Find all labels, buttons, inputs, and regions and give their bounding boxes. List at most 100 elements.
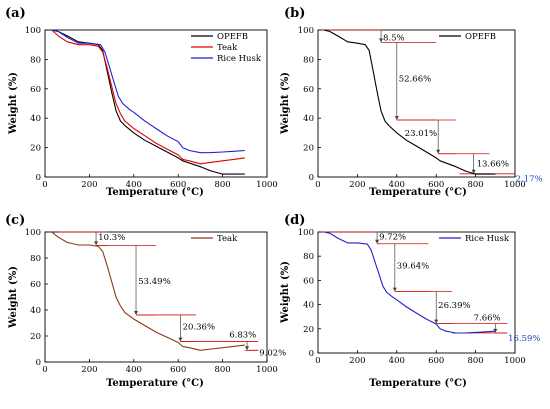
x-tick-label: 400 xyxy=(126,365,142,375)
legend: OPEFB xyxy=(439,32,496,42)
y-tick-label: 100 xyxy=(25,26,41,36)
legend-label: Rice Husk xyxy=(217,54,262,64)
annotation: 23.01% xyxy=(396,119,456,155)
legend-label: Teak xyxy=(217,234,238,244)
y-tick-label: 40 xyxy=(30,114,41,124)
annotation-label: 20.36% xyxy=(183,323,215,333)
annotation-label: 9.72% xyxy=(379,232,406,242)
legend-label: OPEFB xyxy=(217,32,248,42)
annotation: 6.83% xyxy=(180,330,259,351)
annotation-label: 53.49% xyxy=(138,277,170,287)
x-tick-label: 1000 xyxy=(256,365,278,375)
y-tick-label: 60 xyxy=(303,85,314,95)
annotation-label: 13.66% xyxy=(477,160,509,170)
residue-label: 16.59% xyxy=(508,334,540,344)
arrow-head-icon xyxy=(392,287,397,292)
plot-frame xyxy=(317,231,516,354)
x-tick-label: 0 xyxy=(315,356,320,366)
annotation: 20.36% xyxy=(136,314,215,342)
x-tick-label: 800 xyxy=(214,180,230,190)
legend-label: Teak xyxy=(217,43,238,53)
x-tick-label: 0 xyxy=(42,180,47,190)
arrow-head-icon xyxy=(493,328,498,333)
y-tick-label: 80 xyxy=(30,254,41,264)
x-axis-title: Temperature (°C) xyxy=(106,187,204,198)
annotation-label: 23.01% xyxy=(405,129,437,139)
panel-label: (a) xyxy=(5,6,26,21)
annotation: 16.59% xyxy=(451,332,541,344)
annotation-label: 26.39% xyxy=(438,301,470,311)
x-tick-label: 400 xyxy=(126,180,142,190)
arrow-head-icon xyxy=(471,169,476,174)
chart-panel-2: (b) 0 200 400 600 800 1000 0 20 40 60 80 100 Temperat… xyxy=(280,6,543,198)
series-line-teak xyxy=(51,29,245,165)
x-tick-label: 200 xyxy=(81,365,97,375)
x-axis-title: Temperature (°C) xyxy=(106,378,204,389)
annotation: 10.3% xyxy=(58,231,125,246)
x-tick-label: 600 xyxy=(170,180,186,190)
x-tick-label: 600 xyxy=(428,180,444,190)
x-tick-label: 800 xyxy=(467,356,483,366)
annotation-label: 7.66% xyxy=(474,313,501,323)
chart-panel-4: (d) 0 200 400 600 800 1000 0 20 40 60 80 100 Temperat… xyxy=(280,213,541,389)
legend: Rice Husk xyxy=(439,234,510,244)
panel-label: (d) xyxy=(284,213,305,228)
series-line-rice-husk xyxy=(51,29,245,154)
residue-label: 2.17% xyxy=(516,174,543,184)
arrow-head-icon xyxy=(379,38,384,43)
y-tick-label: 100 xyxy=(298,26,314,36)
x-tick-label: 200 xyxy=(349,180,365,190)
y-tick-label: 0 xyxy=(36,358,41,368)
y-tick-label: 20 xyxy=(303,325,314,335)
series-line-teak xyxy=(51,231,245,351)
x-tick-label: 200 xyxy=(349,356,365,366)
annotation: 39.64% xyxy=(377,243,429,293)
annotation: 52.66% xyxy=(381,42,437,121)
plot-frame xyxy=(317,29,516,178)
annotation-label: 10.3% xyxy=(98,233,125,243)
y-tick-label: 20 xyxy=(303,144,314,154)
arrow-head-icon xyxy=(94,241,99,246)
y-tick-label: 80 xyxy=(303,252,314,262)
y-tick-label: 60 xyxy=(303,276,314,286)
y-tick-label: 100 xyxy=(298,228,314,238)
series-line-rice-husk xyxy=(323,231,496,334)
y-axis-title: Weight (%) xyxy=(8,72,19,135)
annotation: 26.39% xyxy=(394,291,471,324)
y-tick-label: 60 xyxy=(30,280,41,290)
arrow-head-icon xyxy=(134,310,139,315)
annotation: 9.02% xyxy=(244,349,286,359)
x-tick-label: 800 xyxy=(214,365,230,375)
x-axis-title: Temperature (°C) xyxy=(369,378,467,389)
series-line-opefb xyxy=(323,29,496,175)
y-tick-label: 20 xyxy=(30,144,41,154)
panel-label: (b) xyxy=(284,6,305,21)
arrow-head-icon xyxy=(375,239,380,244)
y-tick-label: 40 xyxy=(30,306,41,316)
annotation-label: 6.83% xyxy=(229,330,256,340)
legend: Teak xyxy=(191,234,238,244)
y-axis-title: Weight (%) xyxy=(280,72,291,135)
x-tick-label: 1000 xyxy=(256,180,278,190)
x-tick-label: 600 xyxy=(170,365,186,375)
y-tick-label: 20 xyxy=(30,332,41,342)
x-tick-label: 400 xyxy=(389,356,405,366)
annotation-label: 52.66% xyxy=(399,74,431,84)
y-tick-label: 60 xyxy=(30,85,41,95)
annotation: 9.72% xyxy=(321,231,406,245)
arrow-head-icon xyxy=(394,115,399,120)
chart-panel-1: (a) 0 200 400 600 800 1000 0 20 40 60 80 100 Temperat… xyxy=(5,6,278,198)
y-tick-label: 100 xyxy=(25,228,41,238)
arrow-head-icon xyxy=(436,149,441,154)
arrow-head-icon xyxy=(178,337,183,342)
legend-label: Rice Husk xyxy=(465,234,510,244)
x-tick-label: 0 xyxy=(42,365,47,375)
legend-label: OPEFB xyxy=(465,32,496,42)
y-tick-label: 0 xyxy=(309,349,314,359)
y-tick-label: 40 xyxy=(303,114,314,124)
x-tick-label: 600 xyxy=(428,356,444,366)
x-axis-title: Temperature (°C) xyxy=(369,187,467,198)
plot-frame xyxy=(44,29,268,178)
